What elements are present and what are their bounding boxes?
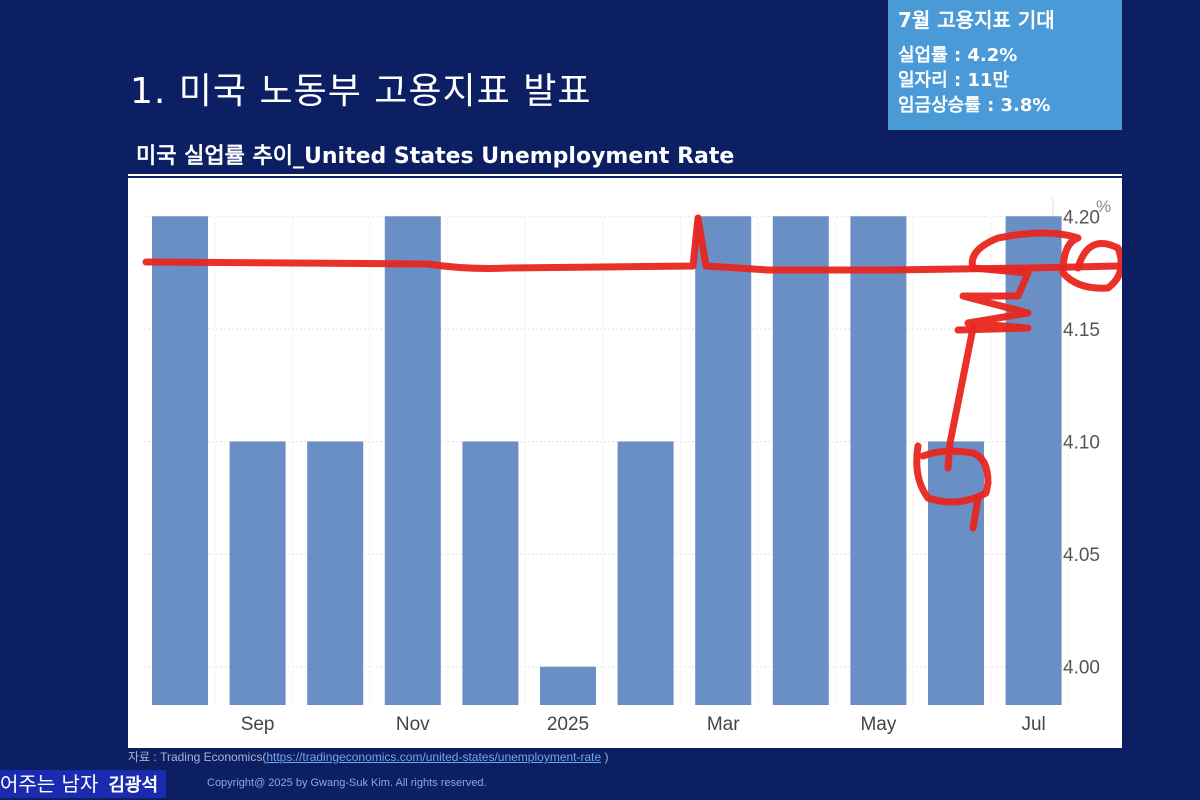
y-unit-label: %: [1096, 197, 1111, 216]
y-tick-label: 4.00: [1063, 658, 1100, 679]
expectation-line: 임금상승률 : 3.8%: [898, 95, 1051, 116]
bar-Aug: [152, 216, 208, 705]
bar-Oct: [307, 441, 364, 705]
chart-subtitle: 미국 실업률 추이_United States Unemployment Rat…: [136, 144, 735, 169]
x-tick-label: Nov: [396, 714, 430, 735]
source-link[interactable]: https://tradingeconomics.com/united-stat…: [266, 750, 602, 764]
bar-Jun: [928, 441, 984, 705]
expectation-box: 7월 고용지표 기대 실업률 : 4.2% 일자리 : 11만 임금상승률 : …: [888, 0, 1122, 130]
y-tick-label: 4.10: [1063, 433, 1100, 454]
bar-Nov: [384, 216, 441, 705]
y-tick-label: 4.05: [1063, 545, 1100, 566]
author-name: 김광석: [108, 775, 159, 796]
bar-Feb: [617, 441, 674, 705]
annotation-tick: [969, 494, 982, 532]
chart-panel: 4.00 4.05 4.10 4.15 4.20% Sep Nov 2025 Mar May Jul: [128, 178, 1122, 748]
annotation-circle-4-10: [913, 324, 992, 506]
brand-name: 어주는 남자: [0, 772, 99, 796]
expectation-title: 7월 고용지표 기대: [898, 8, 1055, 32]
x-tick-label: May: [860, 714, 896, 735]
bar-Jul: [1005, 216, 1062, 705]
y-tick-label: 4.15: [1063, 320, 1100, 341]
x-tick-label: Mar: [707, 714, 740, 735]
bar-Mar: [695, 216, 752, 705]
bar-Dec: [462, 441, 519, 705]
expectation-line: 일자리 : 11만: [898, 70, 1010, 91]
x-tick-label: 2025: [547, 714, 589, 735]
brand-logo: 어주는 남자 김광석: [0, 770, 167, 798]
source-suffix: ): [601, 750, 609, 764]
divider: [128, 174, 1122, 176]
bar-May: [850, 216, 907, 705]
copyright: Copyright@ 2025 by Gwang-Suk Kim. All ri…: [207, 777, 487, 789]
y-tick-label: 4.20: [1063, 207, 1100, 228]
annotation-scribble: [954, 264, 1032, 334]
x-tick-label: Sep: [241, 714, 275, 735]
source-note: 자료 : Trading Economics(https://tradingec…: [128, 748, 609, 765]
expectation-line: 실업률 : 4.2%: [898, 45, 1018, 66]
x-tick-label: Jul: [1021, 714, 1045, 735]
slide-title: 1. 미국 노동부 고용지표 발표: [130, 71, 592, 112]
source-prefix: 자료 : Trading Economics(: [128, 750, 267, 764]
bar-2025: [540, 666, 596, 705]
bar-Apr: [772, 216, 829, 705]
annotation-circle-4-20: [968, 229, 1122, 292]
annotation-line-4-2: [142, 214, 1122, 274]
bar-Sep: [229, 441, 286, 705]
unemployment-chart: 4.00 4.05 4.10 4.15 4.20% Sep Nov 2025 Mar May Jul: [142, 197, 1122, 735]
